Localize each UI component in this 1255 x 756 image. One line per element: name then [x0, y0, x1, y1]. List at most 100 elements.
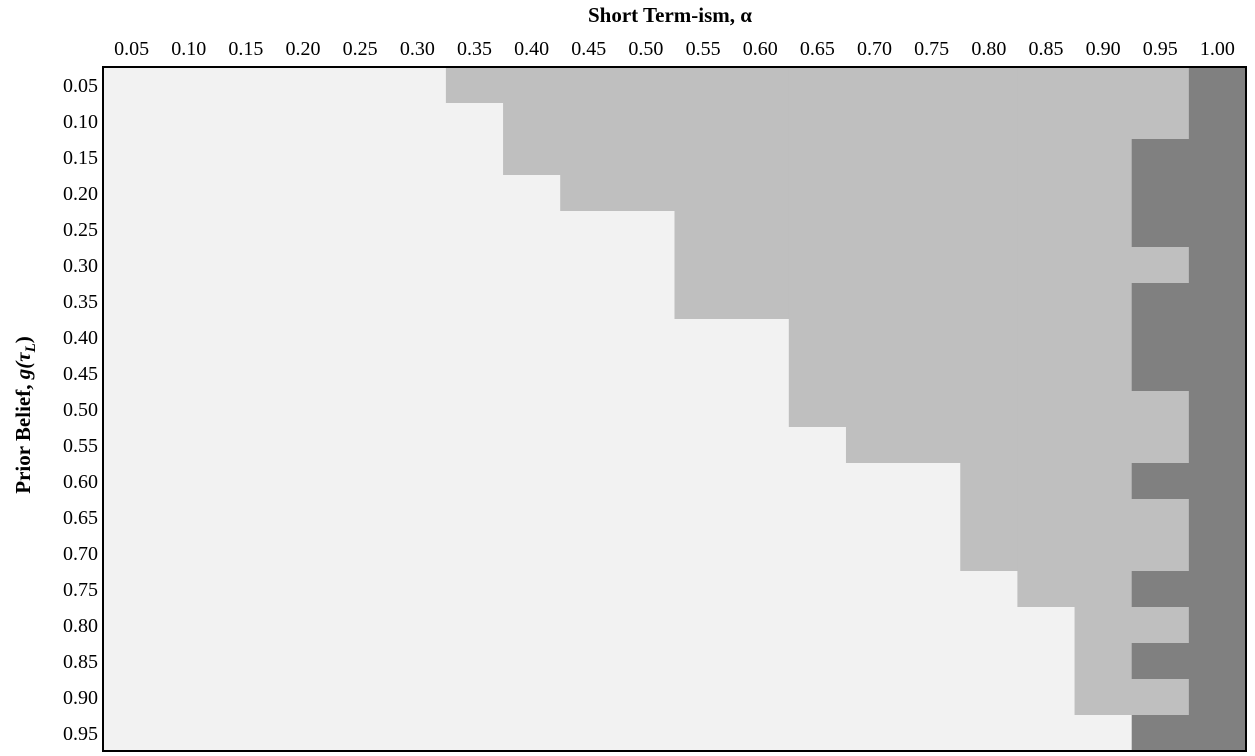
heatmap-cell [560, 211, 618, 248]
heatmap-cell [388, 427, 447, 464]
heatmap-cell [845, 175, 904, 212]
heatmap-cell [617, 607, 676, 644]
heatmap-cell [1017, 175, 1076, 212]
y-tick-label: 0.50 [63, 399, 98, 421]
y-tick-labels: 0.05 0.10 0.15 0.20 0.25 0.30 0.35 0.40 0.45 0.50… [63, 75, 98, 745]
heatmap-cell [1017, 319, 1076, 356]
heatmap-cell [845, 391, 904, 428]
heatmap-cell [1017, 463, 1076, 500]
heatmap-cell [674, 67, 733, 104]
heatmap-cell [960, 715, 1018, 752]
heatmap-cell [617, 319, 676, 356]
heatmap-cell [845, 247, 904, 284]
heatmap-cell [617, 283, 676, 320]
heatmap-cell [1017, 67, 1076, 104]
heatmap-cell [445, 679, 504, 716]
heatmap-cell [1131, 247, 1190, 284]
x-tick-label: 0.70 [857, 38, 892, 60]
heatmap-cell [103, 247, 161, 284]
heatmap-cell [674, 571, 733, 608]
heatmap-cell [274, 427, 333, 464]
heatmap-cell [331, 139, 390, 176]
heatmap-cell [160, 463, 218, 500]
heatmap-cell [445, 643, 504, 680]
heatmap-cell [560, 247, 618, 284]
heatmap-cell [731, 67, 790, 104]
plot-frame [102, 66, 1247, 752]
heatmap-cell [788, 679, 847, 716]
heatmap-cell [1017, 571, 1076, 608]
heatmap-cell [1131, 67, 1190, 104]
heatmap-cell [503, 715, 561, 752]
heatmap-cell [903, 535, 961, 572]
heatmap-cell [903, 355, 961, 392]
heatmap-cell [1074, 211, 1133, 248]
heatmap-cell [1188, 391, 1247, 428]
heatmap-cell [445, 355, 504, 392]
heatmap-cell [1131, 715, 1190, 752]
heatmap-cell [103, 139, 161, 176]
heatmap-cell [788, 175, 847, 212]
heatmap-cell [617, 391, 676, 428]
x-tick-label: 0.45 [571, 38, 606, 60]
heatmap-cell [160, 103, 218, 140]
heatmap-cell [731, 643, 790, 680]
heatmap-cell [617, 643, 676, 680]
heatmap-cell [1074, 499, 1133, 536]
heatmap-cell [274, 139, 333, 176]
heatmap-cell [217, 67, 276, 104]
heatmap-cell [903, 103, 961, 140]
heatmap-cell [1017, 103, 1076, 140]
heatmap-cell [1074, 175, 1133, 212]
heatmap-cell [331, 715, 390, 752]
heatmap-cell [445, 139, 504, 176]
heatmap-cell [160, 139, 218, 176]
heatmap-cell [845, 571, 904, 608]
heatmap-cell [388, 607, 447, 644]
x-tick-label: 0.90 [1086, 38, 1121, 60]
heatmap-cell [331, 67, 390, 104]
heatmap-cell [103, 103, 161, 140]
heatmap-cell [1074, 319, 1133, 356]
heatmap-cell [445, 499, 504, 536]
heatmap-cell [388, 643, 447, 680]
heatmap-cell [388, 283, 447, 320]
heatmap-cell [1017, 535, 1076, 572]
heatmap-cell [274, 355, 333, 392]
heatmap-cell [331, 535, 390, 572]
heatmap-cell [560, 67, 618, 104]
heatmap-cell [674, 139, 733, 176]
heatmap-cell [560, 103, 618, 140]
heatmap-cell [445, 175, 504, 212]
heatmap-cell [674, 391, 733, 428]
heatmap-cell [445, 391, 504, 428]
heatmap-cell [903, 427, 961, 464]
y-tick-label: 0.05 [63, 75, 98, 97]
heatmap-cell [103, 319, 161, 356]
heatmap-cell [674, 715, 733, 752]
heatmap-cell [845, 463, 904, 500]
heatmap-cell [503, 139, 561, 176]
heatmap-cell [160, 319, 218, 356]
heatmap-cell [1017, 247, 1076, 284]
heatmap-cell [503, 211, 561, 248]
heatmap-cell [903, 391, 961, 428]
heatmap-cell [388, 247, 447, 284]
heatmap-cell [617, 175, 676, 212]
heatmap-cell [845, 715, 904, 752]
heatmap-cell [845, 103, 904, 140]
x-tick-label: 0.65 [800, 38, 835, 60]
heatmap-cell [560, 679, 618, 716]
heatmap-cell [503, 499, 561, 536]
heatmap-cell [1074, 715, 1133, 752]
heatmap-cell [674, 247, 733, 284]
heatmap-cell [960, 139, 1018, 176]
heatmap-cell [731, 355, 790, 392]
heatmap-cell [960, 319, 1018, 356]
heatmap-cell [1131, 427, 1190, 464]
heatmap-cell [903, 643, 961, 680]
heatmap-cell [1074, 535, 1133, 572]
heatmap-cell [1131, 499, 1190, 536]
heatmap-cell [274, 463, 333, 500]
heatmap-cell [274, 67, 333, 104]
